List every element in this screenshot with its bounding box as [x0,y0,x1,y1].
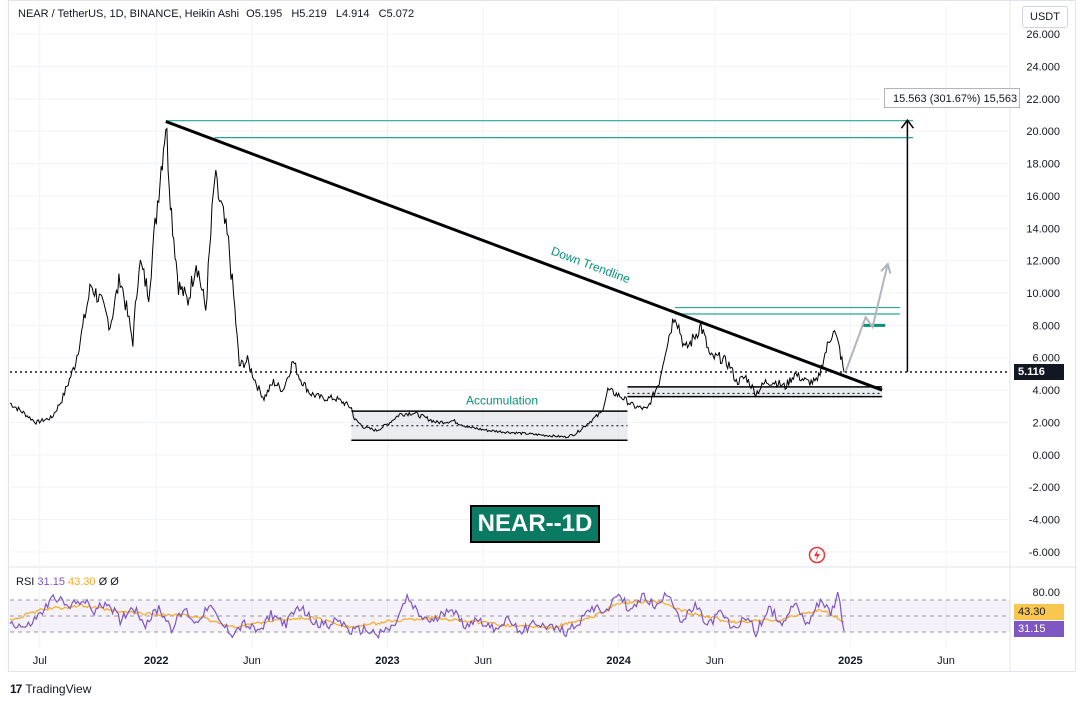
x-tick-label: Jun [474,655,492,667]
y-tick-label: 16.000 [1026,191,1060,203]
tradingview-logo[interactable]: 17 TradingView [10,682,91,696]
y-tick-label: 8.000 [1032,320,1060,332]
low-value: L4.914 [335,8,370,20]
open-value: O5.195 [246,8,283,20]
y-tick-label: 18.000 [1026,159,1060,171]
rsi-ma-value: 43.30 [68,576,96,588]
rsi-ma-line [9,599,845,631]
tradingview-name: TradingView [25,682,92,696]
price-series [9,127,845,439]
chart-frame [8,0,1076,672]
rsi-header: RSI 31.15 43.30 Ø Ø [16,576,119,588]
y-tick-label: 24.000 [1026,61,1060,73]
x-tick-label: 2025 [838,655,862,667]
title-badge: NEAR--1D [470,505,600,543]
y-tick-label: 10.000 [1026,288,1060,300]
projection-arrowhead [880,261,892,274]
rsi-label[interactable]: RSI [16,576,35,588]
rsi-value-badge: 31.15 [1014,621,1064,637]
y-tick-label: 12.000 [1026,256,1060,268]
y-tick-label: -4.000 [1029,515,1060,527]
rsi-series [9,591,845,639]
down-trendline [165,120,883,392]
symbol-label[interactable]: NEAR / TetherUS, 1D, BINANCE, Heikin Ash… [18,8,240,20]
x-tick-label: Jul [33,655,47,667]
y-tick-label: 22.000 [1026,94,1060,106]
measure-label: 15.563 (301.67%) 15,563 [884,88,1020,108]
x-tick-label: 2023 [375,655,399,667]
x-tick-label: 2024 [606,655,631,667]
y-tick-label: 0.000 [1032,450,1060,462]
currency-unit-button[interactable]: USDT [1022,6,1068,28]
rsi-value: 31.15 [37,576,65,588]
measure-arrowhead [900,118,915,129]
rsi-extra-2: Ø [110,576,119,588]
rsi-tick-label: 80.00 [1032,587,1060,599]
chart-header: NEAR / TetherUS, 1D, BINANCE, Heikin Ash… [18,8,420,20]
y-tick-label: 14.000 [1026,223,1060,235]
annotation-lines [10,118,1010,392]
rsi-extra-1: Ø [98,576,108,588]
rsi-ma-badge: 43.30 [1014,604,1064,620]
y-axis-labels: 26.000 24.000 22.000 20.000 18.000 16.000 14.0… [1026,29,1060,599]
x-tick-label: 2022 [144,655,168,667]
support-zone [627,386,883,397]
y-tick-label: 26.000 [1026,29,1060,41]
y-tick-label: 4.000 [1032,385,1060,397]
flash-icon[interactable] [808,546,826,564]
price-line [9,127,845,439]
high-value: H5.219 [291,8,327,20]
tradingview-mark: 17 [10,682,22,696]
x-tick-label: Jun [937,655,955,667]
accumulation-label: Accumulation [466,394,538,408]
y-tick-label: 20.000 [1026,126,1060,138]
y-tick-label: 2.000 [1032,417,1060,429]
x-tick-label: Jun [706,655,724,667]
x-axis-labels: Jul 2022 Jun 2023 Jun 2024 Jun 2025 Jun [33,655,955,667]
y-tick-label: 6.000 [1032,353,1060,365]
last-price-badge: 5.116 [1014,364,1064,380]
y-tick-label: -6.000 [1029,547,1060,559]
x-tick-label: Jun [243,655,261,667]
projection-path [845,263,889,372]
rsi-line [9,591,845,639]
close-value: C5.072 [378,8,415,20]
y-tick-label: -2.000 [1029,482,1060,494]
